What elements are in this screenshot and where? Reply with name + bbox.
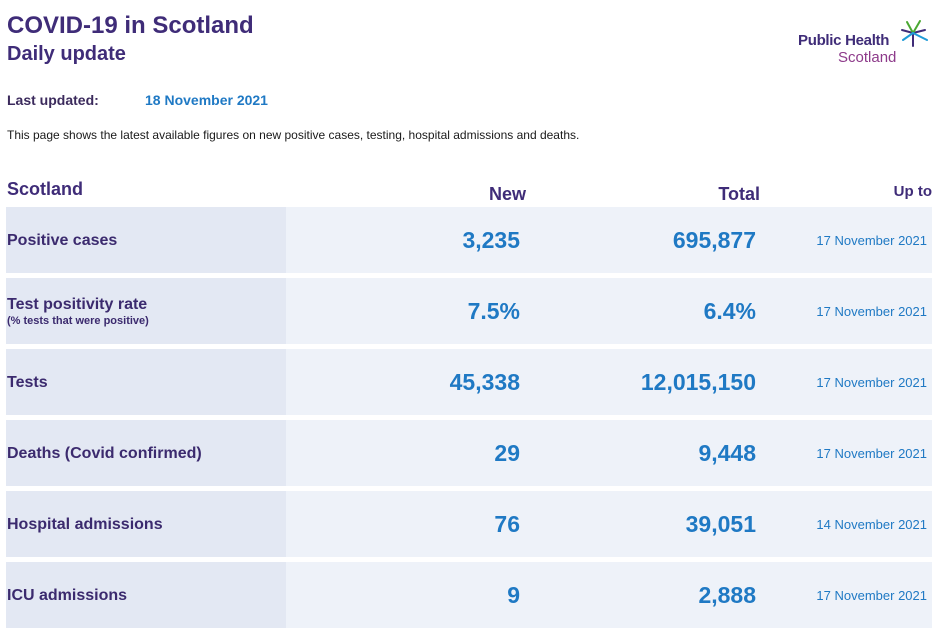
up-to-date: 17 November 2021	[816, 375, 927, 390]
logo-text-line2: Scotland	[838, 49, 897, 66]
logo-text-line1: Public Health	[798, 32, 890, 49]
total-value: 695,877	[672, 227, 756, 253]
up-to-date: 14 November 2021	[816, 517, 927, 532]
up-to-date: 17 November 2021	[816, 588, 927, 603]
row-label-cell: Deaths (Covid confirmed)	[6, 420, 286, 486]
last-updated-value: 18 November 2021	[145, 92, 268, 108]
column-header-total: Total	[718, 184, 760, 204]
new-value: 9	[507, 582, 520, 608]
table-row-positive-cases: Positive cases 3,235 695,877 17 November…	[6, 207, 932, 273]
new-value: 3,235	[462, 227, 520, 253]
row-label: Hospital admissions	[7, 516, 163, 533]
new-value: 76	[494, 511, 520, 537]
row-label-cell: Positive cases	[6, 207, 286, 273]
table-row-icu-admissions: ICU admissions 9 2,888 17 November 2021	[6, 562, 932, 628]
table-row-hospital-admissions: Hospital admissions 76 39,051 14 Novembe…	[6, 491, 932, 557]
new-value: 29	[494, 440, 520, 466]
page-title: COVID-19 in Scotland	[7, 12, 254, 39]
intro-text: This page shows the latest available fig…	[7, 128, 580, 142]
table-row-tests: Tests 45,338 12,015,150 17 November 2021	[6, 349, 932, 415]
row-label-cell: Hospital admissions	[6, 491, 286, 557]
table-row-test-positivity: Test positivity rate (% tests that were …	[6, 278, 932, 344]
total-value: 12,015,150	[640, 369, 756, 395]
column-header-up-to: Up to	[893, 183, 932, 200]
row-label: Test positivity rate	[7, 296, 148, 313]
stats-table: Positive cases 3,235 695,877 17 November…	[6, 207, 932, 633]
row-label-cell: ICU admissions	[6, 562, 286, 628]
table-row-deaths: Deaths (Covid confirmed) 29 9,448 17 Nov…	[6, 420, 932, 486]
total-value: 39,051	[685, 511, 756, 537]
row-label: Positive cases	[7, 232, 118, 249]
row-label-cell: Tests	[6, 349, 286, 415]
total-value: 6.4%	[703, 298, 756, 324]
public-health-scotland-logo: Public Health Scotland	[798, 18, 933, 68]
row-label: Tests	[7, 374, 48, 391]
row-label: Deaths (Covid confirmed)	[7, 445, 202, 462]
up-to-date: 17 November 2021	[816, 233, 927, 248]
star-icon	[901, 20, 928, 47]
row-label-cell: Test positivity rate (% tests that were …	[6, 278, 286, 344]
new-value: 45,338	[449, 369, 520, 395]
row-sublabel: (% tests that were positive)	[7, 315, 149, 327]
page-subtitle: Daily update	[7, 43, 126, 65]
new-value: 7.5%	[467, 298, 520, 324]
column-header-new: New	[488, 184, 526, 204]
row-label: ICU admissions	[7, 587, 128, 604]
total-value: 2,888	[698, 582, 756, 608]
total-value: 9,448	[698, 440, 756, 466]
last-updated-label: Last updated:	[7, 92, 99, 108]
up-to-date: 17 November 2021	[816, 304, 927, 319]
column-header-region: Scotland	[7, 179, 84, 199]
up-to-date: 17 November 2021	[816, 446, 927, 461]
